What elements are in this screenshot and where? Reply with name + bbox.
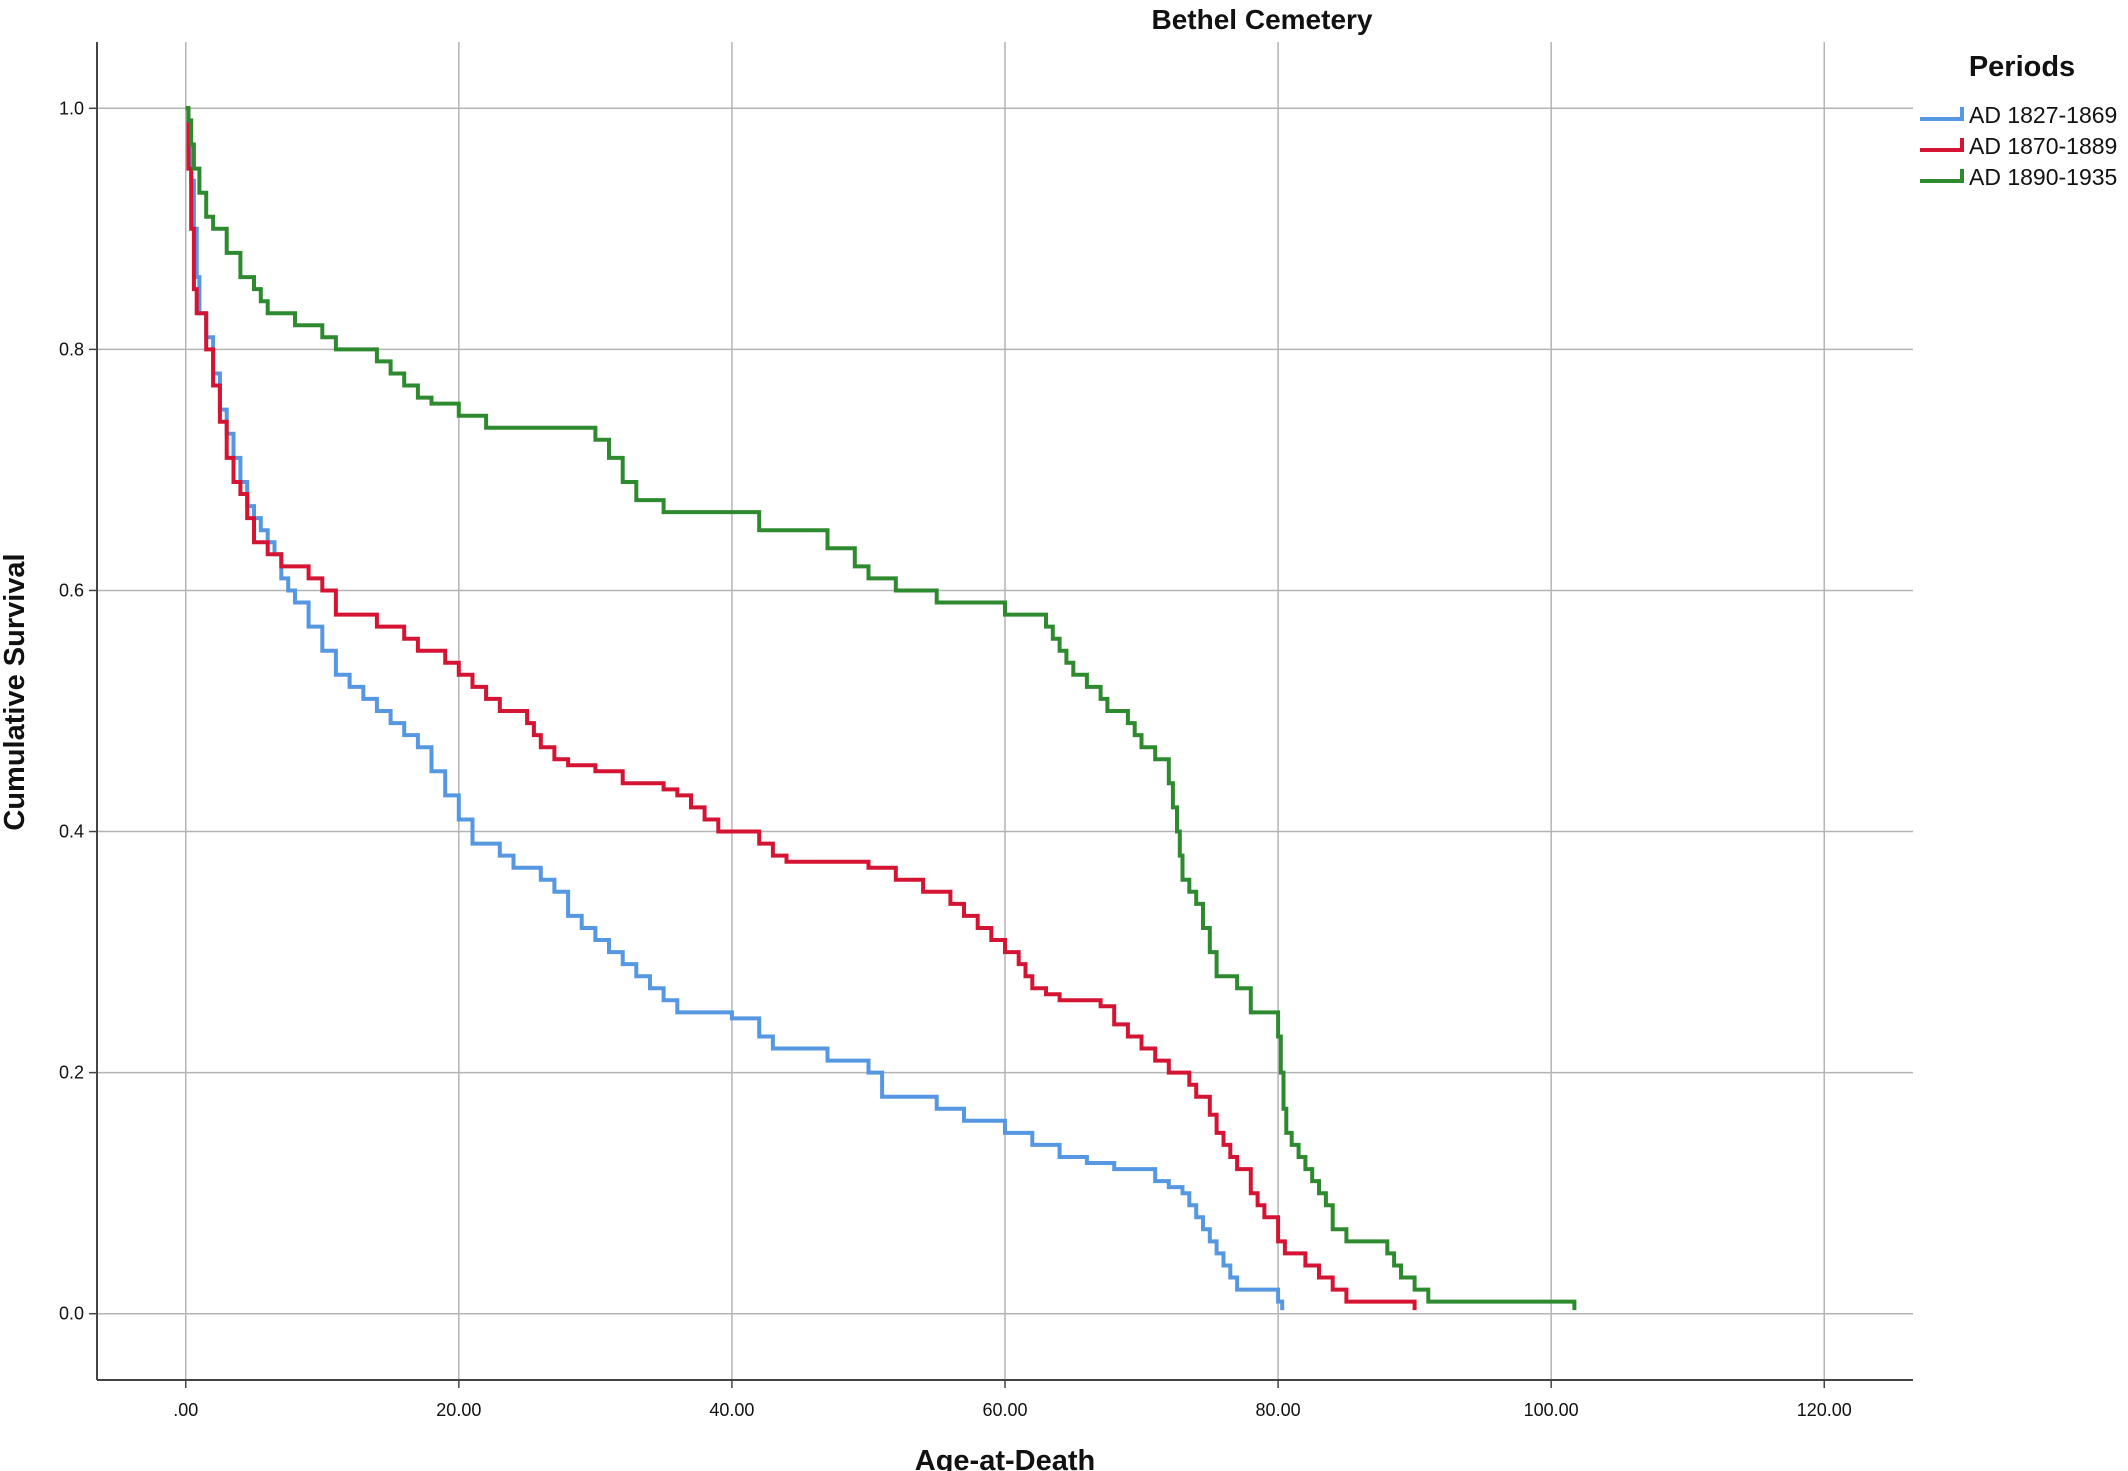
grid-lines: [97, 42, 1913, 1380]
x-tick-label: 100.00: [1524, 1400, 1579, 1420]
series-line-2: [185, 106, 1417, 1311]
series-line-3: [185, 106, 1577, 1311]
legend-label: AD 1870-1889: [1969, 133, 2117, 159]
y-axis-title: Cumulative Survival: [0, 553, 31, 830]
series-lines: [185, 106, 1577, 1311]
y-tick-label: 0.0: [59, 1304, 84, 1324]
x-tick-label: 80.00: [1256, 1400, 1301, 1420]
x-tick-label: 20.00: [436, 1400, 481, 1420]
legend: Periods AD 1827-1869 AD 1870-1889 AD 1890-…: [1920, 51, 2117, 190]
tick-labels: .00 20.00 40.00 60.00 80.00 100.00 120.00 0.0 0.…: [59, 98, 1852, 1420]
legend-label: AD 1890-1935: [1969, 164, 2117, 190]
legend-label: AD 1827-1869: [1969, 102, 2117, 128]
y-tick-label: 0.6: [59, 580, 84, 600]
x-tick-label: 60.00: [982, 1400, 1027, 1420]
legend-swatch: [1920, 107, 1964, 121]
chart-title: Bethel Cemetery: [1152, 4, 1373, 35]
y-tick-label: 1.0: [59, 98, 84, 118]
x-tick-label: 40.00: [709, 1400, 754, 1420]
legend-title: Periods: [1969, 51, 2075, 83]
x-axis-title: Age-at-Death: [915, 1445, 1095, 1471]
y-tick-label: 0.4: [59, 822, 84, 842]
x-tick-label: .00: [173, 1400, 198, 1420]
legend-swatch: [1920, 169, 1964, 183]
axes: [89, 42, 1913, 1388]
y-tick-label: 0.2: [59, 1063, 84, 1083]
legend-swatch: [1920, 138, 1964, 152]
y-tick-label: 0.8: [59, 339, 84, 359]
x-tick-label: 120.00: [1797, 1400, 1852, 1420]
